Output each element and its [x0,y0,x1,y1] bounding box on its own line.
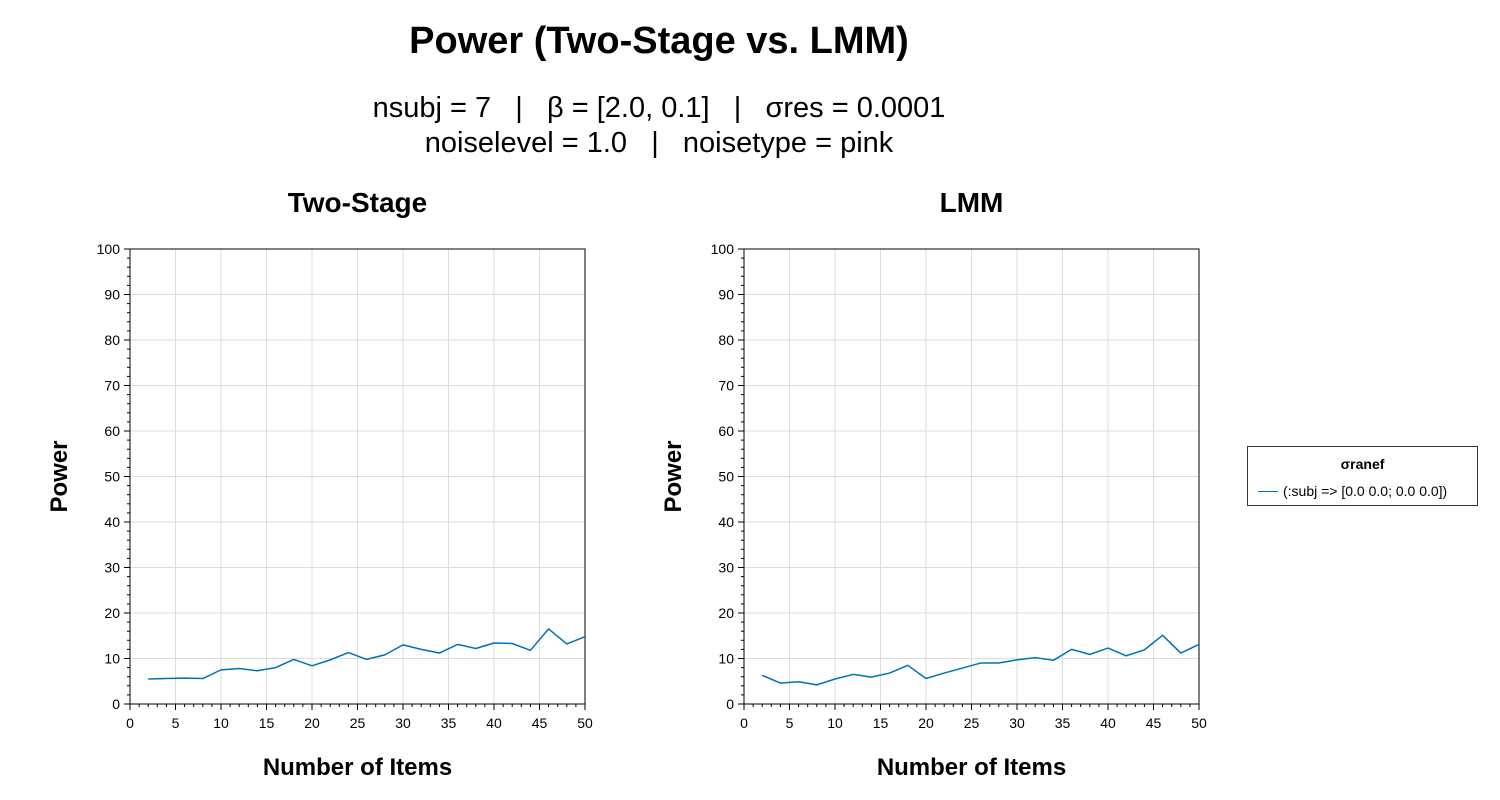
two-stage-panel-title: Two-Stage [288,187,427,218]
two-stage-y-tick-label: 100 [97,241,121,257]
lmm-y-tick-label: 40 [718,514,734,530]
lmm-x-tick-label: 15 [873,715,889,731]
two-stage-y-tick-label: 0 [112,696,120,712]
two-stage-y-tick-label: 80 [104,332,120,348]
two-stage-series-line [148,628,586,680]
lmm-y-tick-label: 100 [711,241,735,257]
lmm-y-tick-label: 20 [718,605,734,621]
two-stage-y-tick-label: 40 [104,514,120,530]
lmm-x-tick-label: 30 [1009,715,1025,731]
two-stage-x-tick-label: 30 [395,715,411,731]
lmm-x-tick-label: 20 [918,715,934,731]
lmm-plot-frame [743,248,1200,705]
two-stage-y-axis-label: Power [46,440,73,512]
legend-line-swatch [1258,490,1278,492]
two-stage-x-tick-label: 0 [126,715,134,731]
two-stage-y-tick-label: 30 [104,560,120,576]
two-stage-x-tick-label: 5 [172,715,180,731]
two-stage-y-tick-label: 50 [104,469,120,485]
lmm-x-tick-label: 35 [1055,715,1071,731]
two-stage-plot-frame [129,248,586,705]
lmm-x-tick-label: 0 [740,715,748,731]
two-stage-y-tick-label: 10 [104,651,120,667]
lmm-y-axis-label: Power [660,440,687,512]
two-stage-y-tick-label: 90 [104,287,120,303]
two-stage-x-tick-label: 45 [532,715,548,731]
lmm-x-tick-label: 25 [964,715,980,731]
two-stage-x-tick-label: 50 [577,715,593,731]
two-stage-x-axis-label: Number of Items [263,754,452,781]
lmm-x-axis-label: Number of Items [877,754,1066,781]
two-stage-x-tick-label: 20 [304,715,320,731]
subtitle-line-2: noiselevel = 1.0 | noisetype = pink [424,127,894,159]
two-stage-x-tick-label: 25 [350,715,366,731]
legend-entry-label: (:subj => [0.0 0.0; 0.0 0.0]) [1283,483,1448,499]
legend-title: σranef [1340,456,1385,472]
lmm-y-tick-label: 0 [726,696,734,712]
main-title: Power (Two-Stage vs. LMM) [409,20,909,62]
subtitle-line-1: nsubj = 7 | β = [2.0, 0.1] | σres = 0.00… [372,92,946,124]
lmm-x-tick-label: 5 [786,715,794,731]
lmm-y-tick-label: 60 [718,423,734,439]
two-stage-x-tick-label: 40 [486,715,502,731]
two-stage-x-tick-label: 10 [213,715,229,731]
legend-entry: (:subj => [0.0 0.0; 0.0 0.0]) [1258,482,1447,500]
lmm-x-tick-label: 40 [1100,715,1116,731]
lmm-y-tick-label: 90 [718,287,734,303]
two-stage-x-tick-label: 35 [441,715,457,731]
lmm-x-tick-label: 10 [827,715,843,731]
lmm-x-tick-label: 45 [1146,715,1162,731]
lmm-y-tick-label: 70 [718,378,734,394]
two-stage-y-tick-label: 60 [104,423,120,439]
lmm-x-tick-label: 50 [1191,715,1207,731]
lmm-series-line [761,634,1200,686]
lmm-y-tick-label: 10 [718,651,734,667]
lmm-y-tick-label: 30 [718,560,734,576]
two-stage-x-tick-label: 15 [259,715,275,731]
lmm-y-tick-label: 50 [718,469,734,485]
lmm-panel-title: LMM [940,187,1004,218]
two-stage-y-tick-label: 70 [104,378,120,394]
two-stage-y-tick-label: 20 [104,605,120,621]
lmm-y-tick-label: 80 [718,332,734,348]
legend: σranef (:subj => [0.0 0.0; 0.0 0.0]) [1247,446,1478,506]
